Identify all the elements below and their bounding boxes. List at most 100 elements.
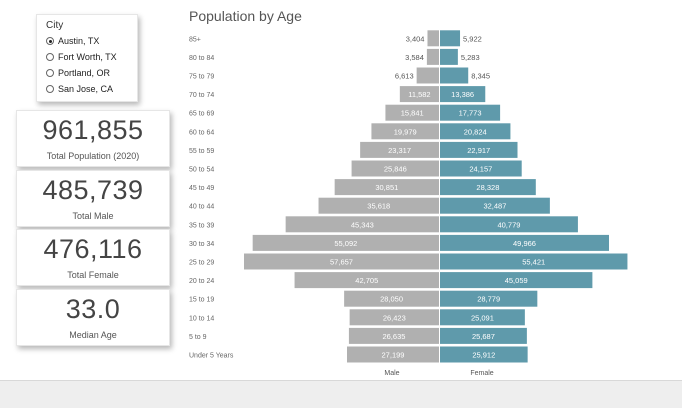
city-option-fort-worth[interactable]: Fort Worth, TX [46, 52, 117, 62]
male-bar [360, 141, 439, 158]
male-data-label: 19,979 [394, 127, 417, 136]
male-bar [294, 272, 439, 289]
male-bar [318, 197, 439, 214]
male-bar [371, 123, 439, 140]
male-bar [349, 309, 439, 326]
female-data-label: 25,091 [471, 313, 494, 322]
male-bar [334, 179, 439, 196]
age-group-label: 5 to 9 [189, 334, 207, 341]
male-bar [348, 327, 439, 344]
female-axis-label: Female [470, 370, 493, 377]
female-data-label: 28,779 [477, 295, 500, 304]
female-bar [440, 197, 550, 214]
male-bar [385, 104, 439, 121]
population-pyramid-chart: 85+ 3,404 5,922 80 to 84 3,584 5,283 75 to 79 6… [189, 30, 628, 377]
chart-title: Population by Age [189, 8, 302, 24]
female-data-label: 25,687 [472, 332, 495, 341]
male-bar [426, 48, 439, 65]
female-bar [440, 290, 538, 307]
age-group-label: Under 5 Years [189, 353, 234, 360]
male-data-label: 42,705 [355, 276, 378, 285]
radio-selected-icon[interactable] [46, 37, 54, 45]
male-data-label: 26,423 [383, 313, 406, 322]
kpi-label: Total Male [72, 211, 114, 221]
male-data-label: 11,582 [408, 90, 430, 99]
radio-icon[interactable] [46, 85, 54, 93]
male-data-label: 28,050 [380, 295, 403, 304]
age-group-label: 40 to 44 [189, 204, 214, 211]
male-axis-label: Male [384, 370, 399, 377]
kpi-label: Median Age [69, 330, 117, 340]
female-bar [440, 253, 628, 270]
city-filter-title: City [46, 20, 64, 31]
female-data-label: 20,824 [464, 127, 487, 136]
age-group-label: 45 to 49 [189, 185, 214, 192]
age-group-label: 10 to 14 [189, 315, 214, 322]
male-data-label: 45,343 [351, 220, 374, 229]
male-bar [427, 30, 439, 47]
female-data-label: 28,328 [476, 183, 499, 192]
age-group-label: 25 to 29 [189, 260, 214, 267]
female-bar [440, 327, 527, 344]
female-data-label: 25,912 [472, 351, 495, 360]
female-bar [440, 160, 522, 177]
female-bar [440, 272, 593, 289]
city-option-label: Austin, TX [58, 36, 100, 46]
male-bar [252, 234, 439, 251]
city-option-san-jose[interactable]: San Jose, CA [46, 84, 113, 94]
male-bar [285, 216, 439, 233]
male-bar [416, 67, 439, 84]
age-group-label: 50 to 54 [189, 167, 214, 174]
city-option-label: San Jose, CA [58, 84, 114, 94]
female-data-label: 40,779 [497, 220, 520, 229]
age-group-label: 70 to 74 [189, 92, 214, 99]
male-data-label: 30,851 [375, 183, 398, 192]
radio-icon[interactable] [46, 53, 54, 61]
female-data-label: 5,922 [463, 34, 482, 43]
female-data-label: 45,059 [505, 276, 528, 285]
age-group-label: 85+ [189, 36, 201, 43]
kpi-label: Total Population (2020) [46, 151, 140, 161]
female-bar [440, 30, 461, 47]
male-bar [347, 346, 439, 363]
female-bar [440, 346, 528, 363]
male-data-label: 3,404 [406, 34, 425, 43]
male-data-label: 27,199 [382, 351, 405, 360]
radio-icon[interactable] [46, 69, 54, 77]
male-bar [244, 253, 439, 270]
female-data-label: 22,917 [467, 146, 490, 155]
male-data-label: 25,846 [384, 165, 407, 174]
kpi-value: 33.0 [65, 294, 121, 324]
female-data-label: 13,386 [451, 90, 474, 99]
female-bar [440, 48, 458, 65]
male-bar [351, 160, 439, 177]
female-bar [440, 86, 486, 103]
male-data-label: 6,613 [395, 72, 414, 81]
kpi-total-male: 485,739 Total Male [16, 170, 170, 227]
city-option-label: Portland, OR [58, 68, 111, 78]
female-bar [440, 104, 501, 121]
city-option-austin[interactable]: Austin, TX [46, 36, 99, 46]
male-bar [344, 290, 439, 307]
male-bar [399, 86, 439, 103]
male-data-label: 35,618 [367, 202, 390, 211]
age-group-label: 20 to 24 [189, 278, 214, 285]
city-filter-card: City Austin, TX Fort Worth, TX Portland,… [36, 14, 138, 102]
female-bar [440, 141, 518, 158]
age-group-label: 60 to 64 [189, 129, 214, 136]
female-data-label: 5,283 [461, 53, 480, 62]
kpi-median-age: 33.0 Median Age [16, 289, 170, 346]
female-data-label: 49,966 [513, 239, 536, 248]
female-bar [440, 309, 525, 326]
female-bar [440, 234, 609, 251]
female-data-label: 24,157 [469, 165, 492, 174]
female-data-label: 55,421 [522, 258, 545, 267]
city-option-portland[interactable]: Portland, OR [46, 68, 110, 78]
kpi-value: 961,855 [42, 115, 144, 145]
female-data-label: 8,345 [471, 72, 490, 81]
age-group-label: 15 to 19 [189, 297, 214, 304]
male-data-label: 23,317 [388, 146, 411, 155]
male-data-label: 26,635 [382, 332, 405, 341]
male-data-label: 15,841 [401, 109, 424, 118]
kpi-total-female: 476,116 Total Female [16, 229, 170, 286]
